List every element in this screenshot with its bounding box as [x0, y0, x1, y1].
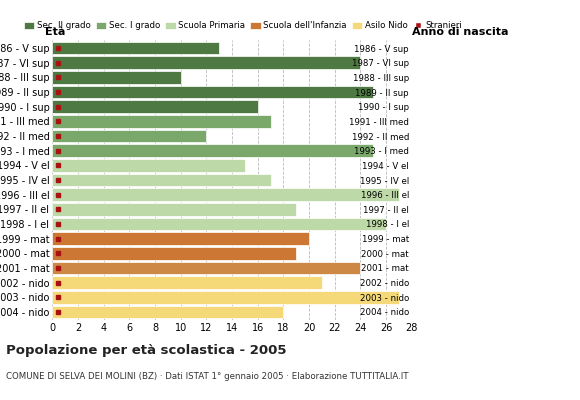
- Text: Anno di nascita: Anno di nascita: [412, 27, 508, 37]
- Bar: [52, 218, 386, 230]
- Bar: [52, 71, 180, 84]
- Bar: [52, 188, 399, 201]
- Bar: [52, 56, 360, 69]
- Text: Età: Età: [45, 27, 66, 37]
- Bar: [52, 86, 374, 98]
- Bar: [52, 276, 322, 289]
- Bar: [52, 306, 284, 318]
- Bar: [52, 174, 270, 186]
- Text: Popolazione per età scolastica - 2005: Popolazione per età scolastica - 2005: [6, 344, 287, 357]
- Bar: [52, 100, 258, 113]
- Legend: Sec. II grado, Sec. I grado, Scuola Primaria, Scuola dell'Infanzia, Asilo Nido, : Sec. II grado, Sec. I grado, Scuola Prim…: [24, 21, 462, 30]
- Bar: [52, 42, 219, 54]
- Bar: [52, 130, 206, 142]
- Bar: [52, 262, 360, 274]
- Text: COMUNE DI SELVA DEI MOLINI (BZ) · Dati ISTAT 1° gennaio 2005 · Elaborazione TUTT: COMUNE DI SELVA DEI MOLINI (BZ) · Dati I…: [6, 372, 408, 381]
- Bar: [52, 115, 270, 128]
- Bar: [52, 232, 309, 245]
- Bar: [52, 203, 296, 216]
- Bar: [52, 144, 374, 157]
- Bar: [52, 159, 245, 172]
- Bar: [52, 291, 399, 304]
- Bar: [52, 247, 296, 260]
